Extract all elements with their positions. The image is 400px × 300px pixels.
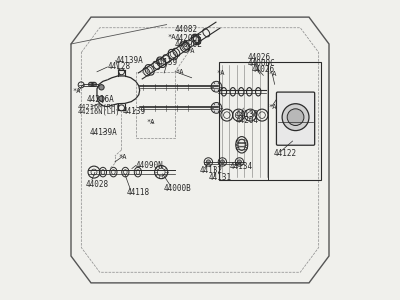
Text: *A: *A bbox=[216, 70, 225, 76]
Text: 44000B: 44000B bbox=[164, 184, 191, 193]
Bar bbox=[220, 61, 321, 181]
Circle shape bbox=[99, 96, 104, 101]
Text: 44122: 44122 bbox=[274, 149, 297, 158]
Text: 44134: 44134 bbox=[229, 162, 252, 171]
Circle shape bbox=[287, 109, 304, 125]
Text: 44204: 44204 bbox=[235, 116, 258, 125]
Text: 44216M(RH): 44216M(RH) bbox=[78, 103, 121, 110]
Text: 44216N(LH): 44216N(LH) bbox=[78, 109, 121, 115]
Text: *A: *A bbox=[72, 88, 81, 94]
Text: 44090E: 44090E bbox=[175, 40, 202, 50]
Text: 44131: 44131 bbox=[209, 173, 232, 182]
Bar bbox=[136, 72, 175, 138]
Text: *A: *A bbox=[176, 69, 184, 75]
Text: *A: *A bbox=[146, 118, 155, 124]
Circle shape bbox=[99, 85, 104, 90]
Circle shape bbox=[211, 81, 222, 92]
Text: *A: *A bbox=[168, 34, 176, 40]
Text: *A: *A bbox=[186, 48, 195, 54]
Text: 44139: 44139 bbox=[155, 58, 178, 67]
Text: 44090N: 44090N bbox=[136, 161, 164, 170]
Circle shape bbox=[206, 160, 210, 164]
Text: 44216A: 44216A bbox=[87, 95, 115, 104]
Text: 44000C: 44000C bbox=[247, 59, 275, 68]
Text: 44132: 44132 bbox=[200, 166, 222, 175]
Circle shape bbox=[220, 160, 224, 164]
Circle shape bbox=[211, 103, 222, 113]
Text: 44139A: 44139A bbox=[116, 56, 144, 65]
Text: 44026: 44026 bbox=[247, 53, 270, 62]
Circle shape bbox=[282, 104, 309, 130]
Text: 44130: 44130 bbox=[235, 110, 258, 119]
Text: 44082: 44082 bbox=[175, 25, 198, 34]
Text: 44128: 44128 bbox=[108, 62, 130, 71]
Text: 44139: 44139 bbox=[123, 107, 146, 116]
Text: 44118: 44118 bbox=[127, 188, 150, 197]
Text: *A: *A bbox=[268, 104, 276, 110]
FancyBboxPatch shape bbox=[276, 92, 315, 145]
Text: 44139A: 44139A bbox=[90, 128, 118, 137]
Text: *A: *A bbox=[119, 154, 127, 160]
Text: 44026: 44026 bbox=[251, 65, 274, 74]
Text: 44200E: 44200E bbox=[175, 34, 202, 43]
Text: 44028: 44028 bbox=[86, 180, 109, 189]
Circle shape bbox=[237, 160, 242, 164]
Text: *A: *A bbox=[268, 71, 276, 77]
